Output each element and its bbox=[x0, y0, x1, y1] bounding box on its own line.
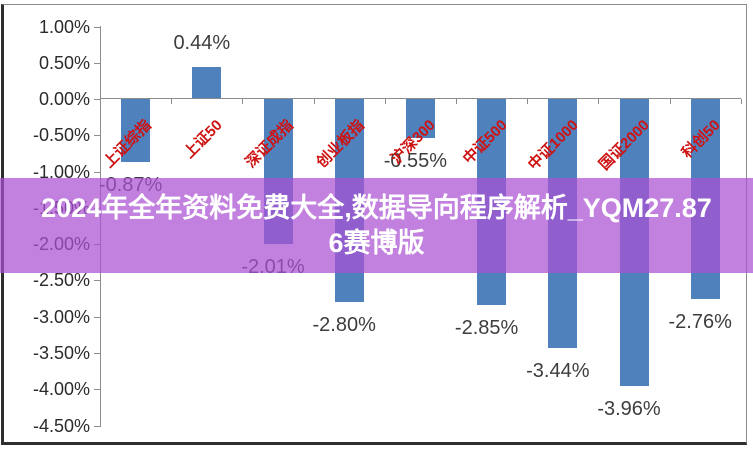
category-axis-tick bbox=[384, 99, 386, 104]
y-axis-tick bbox=[94, 425, 101, 427]
y-axis-tick bbox=[94, 62, 101, 64]
y-axis-tick bbox=[94, 171, 101, 173]
y-axis-tick-label: 0.50% bbox=[38, 52, 90, 73]
y-axis-tick-label: -4.00% bbox=[32, 379, 90, 400]
y-axis-tick bbox=[94, 352, 101, 354]
y-axis-tick-label: 0.00% bbox=[38, 89, 90, 110]
category-axis-tick bbox=[740, 99, 742, 104]
watermark-banner: 2024年全年资料免费大全,数据导向程序解析_YQM27.87 6赛博版 bbox=[0, 178, 753, 273]
y-axis-tick-label: -3.50% bbox=[32, 342, 90, 363]
value-label: -3.96% bbox=[597, 397, 661, 420]
value-label: 0.44% bbox=[173, 31, 231, 54]
y-axis-tick bbox=[94, 316, 101, 318]
y-axis-tick-label: -3.00% bbox=[32, 306, 90, 327]
y-axis-tick-label: 1.00% bbox=[38, 16, 90, 37]
bar-上证综指 bbox=[121, 98, 151, 162]
value-label: -2.76% bbox=[668, 310, 732, 333]
value-label: -3.44% bbox=[526, 360, 590, 383]
value-label: -2.80% bbox=[312, 313, 376, 336]
category-axis-tick bbox=[171, 99, 173, 104]
category-axis-line bbox=[100, 98, 741, 99]
category-axis-tick bbox=[598, 99, 600, 104]
y-axis-tick-label: -1.00% bbox=[32, 161, 90, 182]
category-axis-tick bbox=[242, 99, 244, 104]
y-axis-tick bbox=[94, 389, 101, 391]
watermark-text-line1: 2024年全年资料免费大全,数据导向程序解析_YQM27.87 bbox=[41, 192, 712, 223]
category-axis-tick bbox=[100, 99, 101, 104]
y-axis-tick-label: -4.50% bbox=[32, 415, 90, 436]
y-axis-tick-label: -2.50% bbox=[32, 270, 90, 291]
y-axis-tick bbox=[94, 280, 101, 282]
category-axis-tick bbox=[313, 99, 315, 104]
value-label: -2.85% bbox=[454, 317, 519, 340]
category-axis-tick bbox=[527, 99, 529, 104]
y-axis-tick bbox=[94, 99, 101, 101]
bar-沪深300 bbox=[405, 98, 435, 139]
bar-上证50 bbox=[192, 66, 222, 99]
value-label: -0.55% bbox=[383, 150, 448, 173]
watermark-text-line2: 6赛博版 bbox=[328, 227, 425, 258]
category-axis-tick bbox=[456, 99, 457, 104]
y-axis-tick bbox=[94, 135, 101, 137]
y-axis-tick-label: -0.50% bbox=[32, 125, 90, 146]
y-axis-tick bbox=[94, 26, 101, 28]
category-axis-tick bbox=[669, 99, 671, 104]
